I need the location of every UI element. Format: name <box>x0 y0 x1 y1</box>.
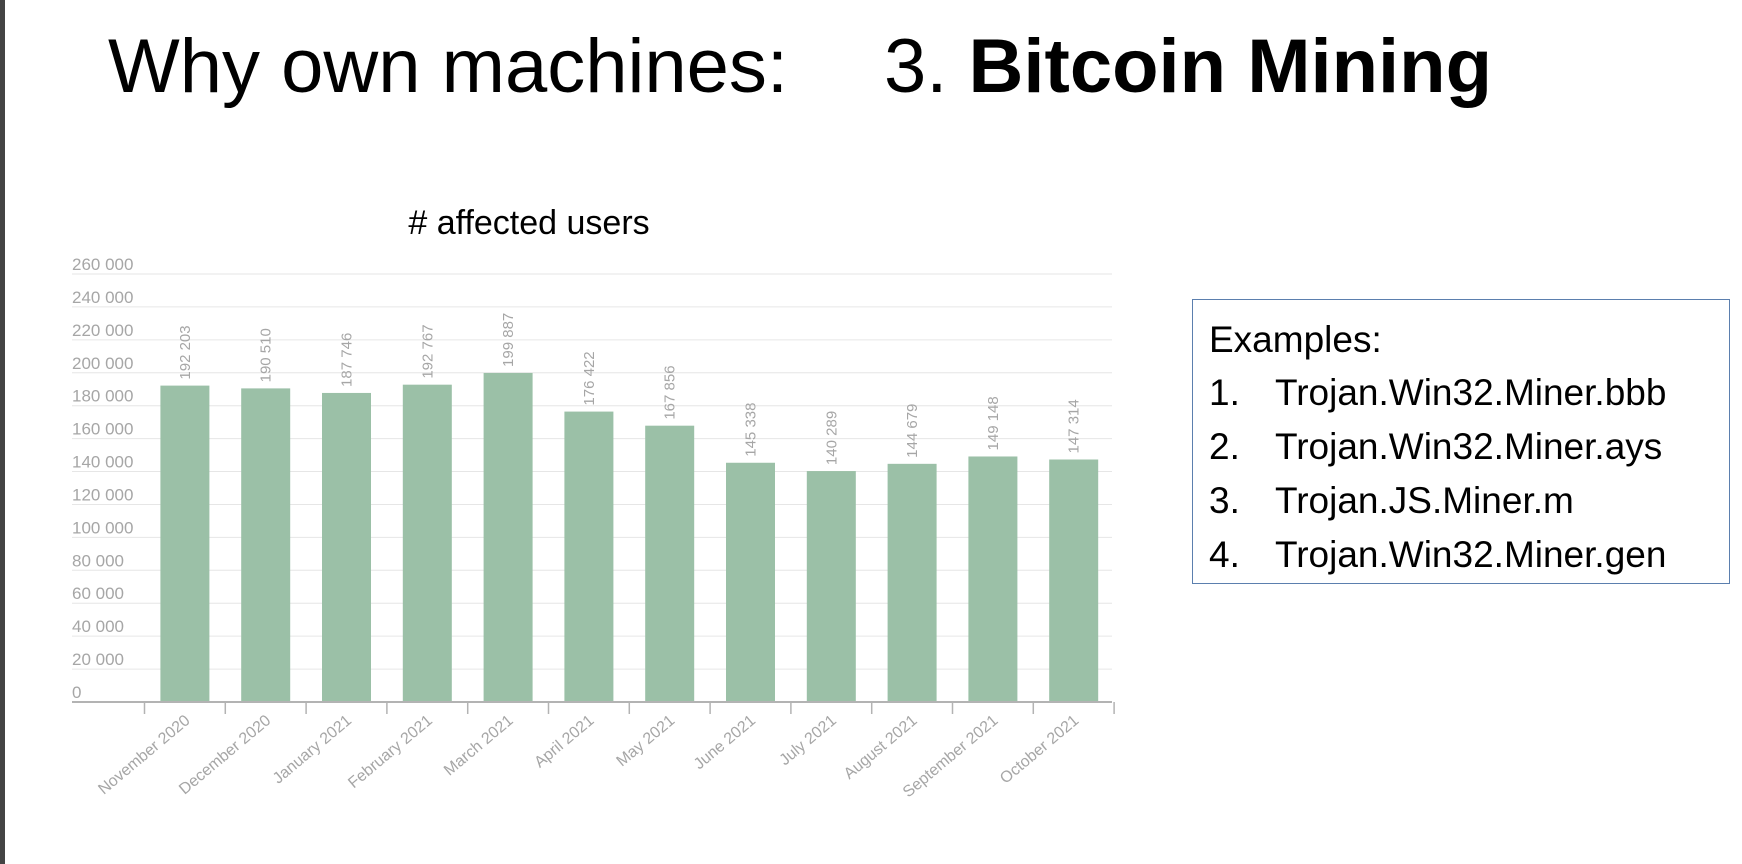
list-item-index: 3. <box>1209 480 1240 521</box>
value-label: 167 856 <box>662 365 679 419</box>
list-item: 4. Trojan.Win32.Miner.gen <box>1209 528 1713 582</box>
value-label: 192 203 <box>177 325 194 379</box>
bar <box>483 372 533 702</box>
list-item: 3. Trojan.JS.Miner.m <box>1209 474 1713 528</box>
x-tick-label: March 2021 <box>441 712 517 779</box>
x-tick-label: July 2021 <box>776 712 839 769</box>
value-label: 144 679 <box>904 404 921 458</box>
bar <box>160 385 210 702</box>
bar <box>645 425 695 702</box>
bar-chart: # affected users 0 20 000 40 000 60 000 80 0… <box>72 204 1115 801</box>
examples-box: Examples: 1. Trojan.Win32.Miner.bbb 2. T… <box>1192 299 1730 584</box>
y-tick-label: 80 000 <box>72 551 124 570</box>
list-item-index: 4. <box>1209 534 1240 575</box>
y-tick-label: 160 000 <box>72 420 133 439</box>
examples-list: 1. Trojan.Win32.Miner.bbb 2. Trojan.Win3… <box>1209 366 1713 582</box>
y-tick-label: 60 000 <box>72 584 124 603</box>
x-tick-label: August 2021 <box>841 712 921 783</box>
y-tick-label: 100 000 <box>72 518 133 537</box>
title-topic: Bitcoin Mining <box>968 24 1493 109</box>
title-prefix: Why own machines: <box>108 24 789 109</box>
chart-title: # affected users <box>408 204 649 242</box>
slide-title: Why own machines: 3. Bitcoin Mining <box>108 22 1492 112</box>
title-number: 3. <box>884 24 948 109</box>
list-item-text: Trojan.Win32.Miner.bbb <box>1275 372 1667 413</box>
y-tick-label: 200 000 <box>72 354 133 373</box>
y-tick-label: 120 000 <box>72 485 133 504</box>
bar <box>887 463 937 702</box>
y-tick-label: 140 000 <box>72 453 133 472</box>
examples-heading: Examples: <box>1209 319 1382 360</box>
y-tick-label: 20 000 <box>72 650 124 669</box>
x-tick-label: January 2021 <box>270 712 355 787</box>
y-tick-label: 240 000 <box>72 288 133 307</box>
list-item: 1. Trojan.Win32.Miner.bbb <box>1209 366 1713 420</box>
value-labels: 192 203 190 510 187 746 192 767 199 887 176 4… <box>177 313 1083 465</box>
y-tick-label: 260 000 <box>72 255 133 274</box>
window-edge <box>0 0 5 864</box>
value-label: 140 289 <box>823 411 840 465</box>
value-label: 145 338 <box>743 403 760 457</box>
list-item-text: Trojan.JS.Miner.m <box>1275 480 1574 521</box>
value-label: 192 767 <box>419 324 436 378</box>
y-tick-label: 40 000 <box>72 617 124 636</box>
x-axis <box>72 701 1115 714</box>
x-tick-label: June 2021 <box>691 712 759 773</box>
x-tick-label: April 2021 <box>531 712 597 771</box>
value-label: 187 746 <box>339 333 356 387</box>
value-label: 176 422 <box>581 351 598 405</box>
value-label: 190 510 <box>258 328 275 382</box>
list-item-text: Trojan.Win32.Miner.gen <box>1275 534 1667 575</box>
bar <box>806 471 856 702</box>
x-tick-label: May 2021 <box>614 712 679 770</box>
list-item-index: 2. <box>1209 426 1240 467</box>
list-item: 2. Trojan.Win32.Miner.ays <box>1209 420 1713 474</box>
list-item-index: 1. <box>1209 372 1240 413</box>
bar <box>402 384 452 702</box>
bar <box>564 411 614 702</box>
value-label: 147 314 <box>1066 399 1083 453</box>
value-label: 199 887 <box>500 313 517 367</box>
bar <box>1049 459 1099 702</box>
list-item-text: Trojan.Win32.Miner.ays <box>1275 426 1663 467</box>
y-tick-label: 220 000 <box>72 321 133 340</box>
bar <box>241 388 291 702</box>
y-axis-ticks: 0 20 000 40 000 60 000 80 000 100 000 120 000 1… <box>72 255 133 702</box>
y-tick-label: 180 000 <box>72 387 133 406</box>
bar <box>968 456 1018 702</box>
bar <box>322 392 371 702</box>
x-tick-label: October 2021 <box>997 712 1082 787</box>
bar <box>726 462 775 702</box>
y-tick-label: 0 <box>72 683 81 702</box>
value-label: 149 148 <box>985 396 1002 450</box>
x-tick-label: February 2021 <box>345 712 436 792</box>
bars <box>160 372 1099 702</box>
